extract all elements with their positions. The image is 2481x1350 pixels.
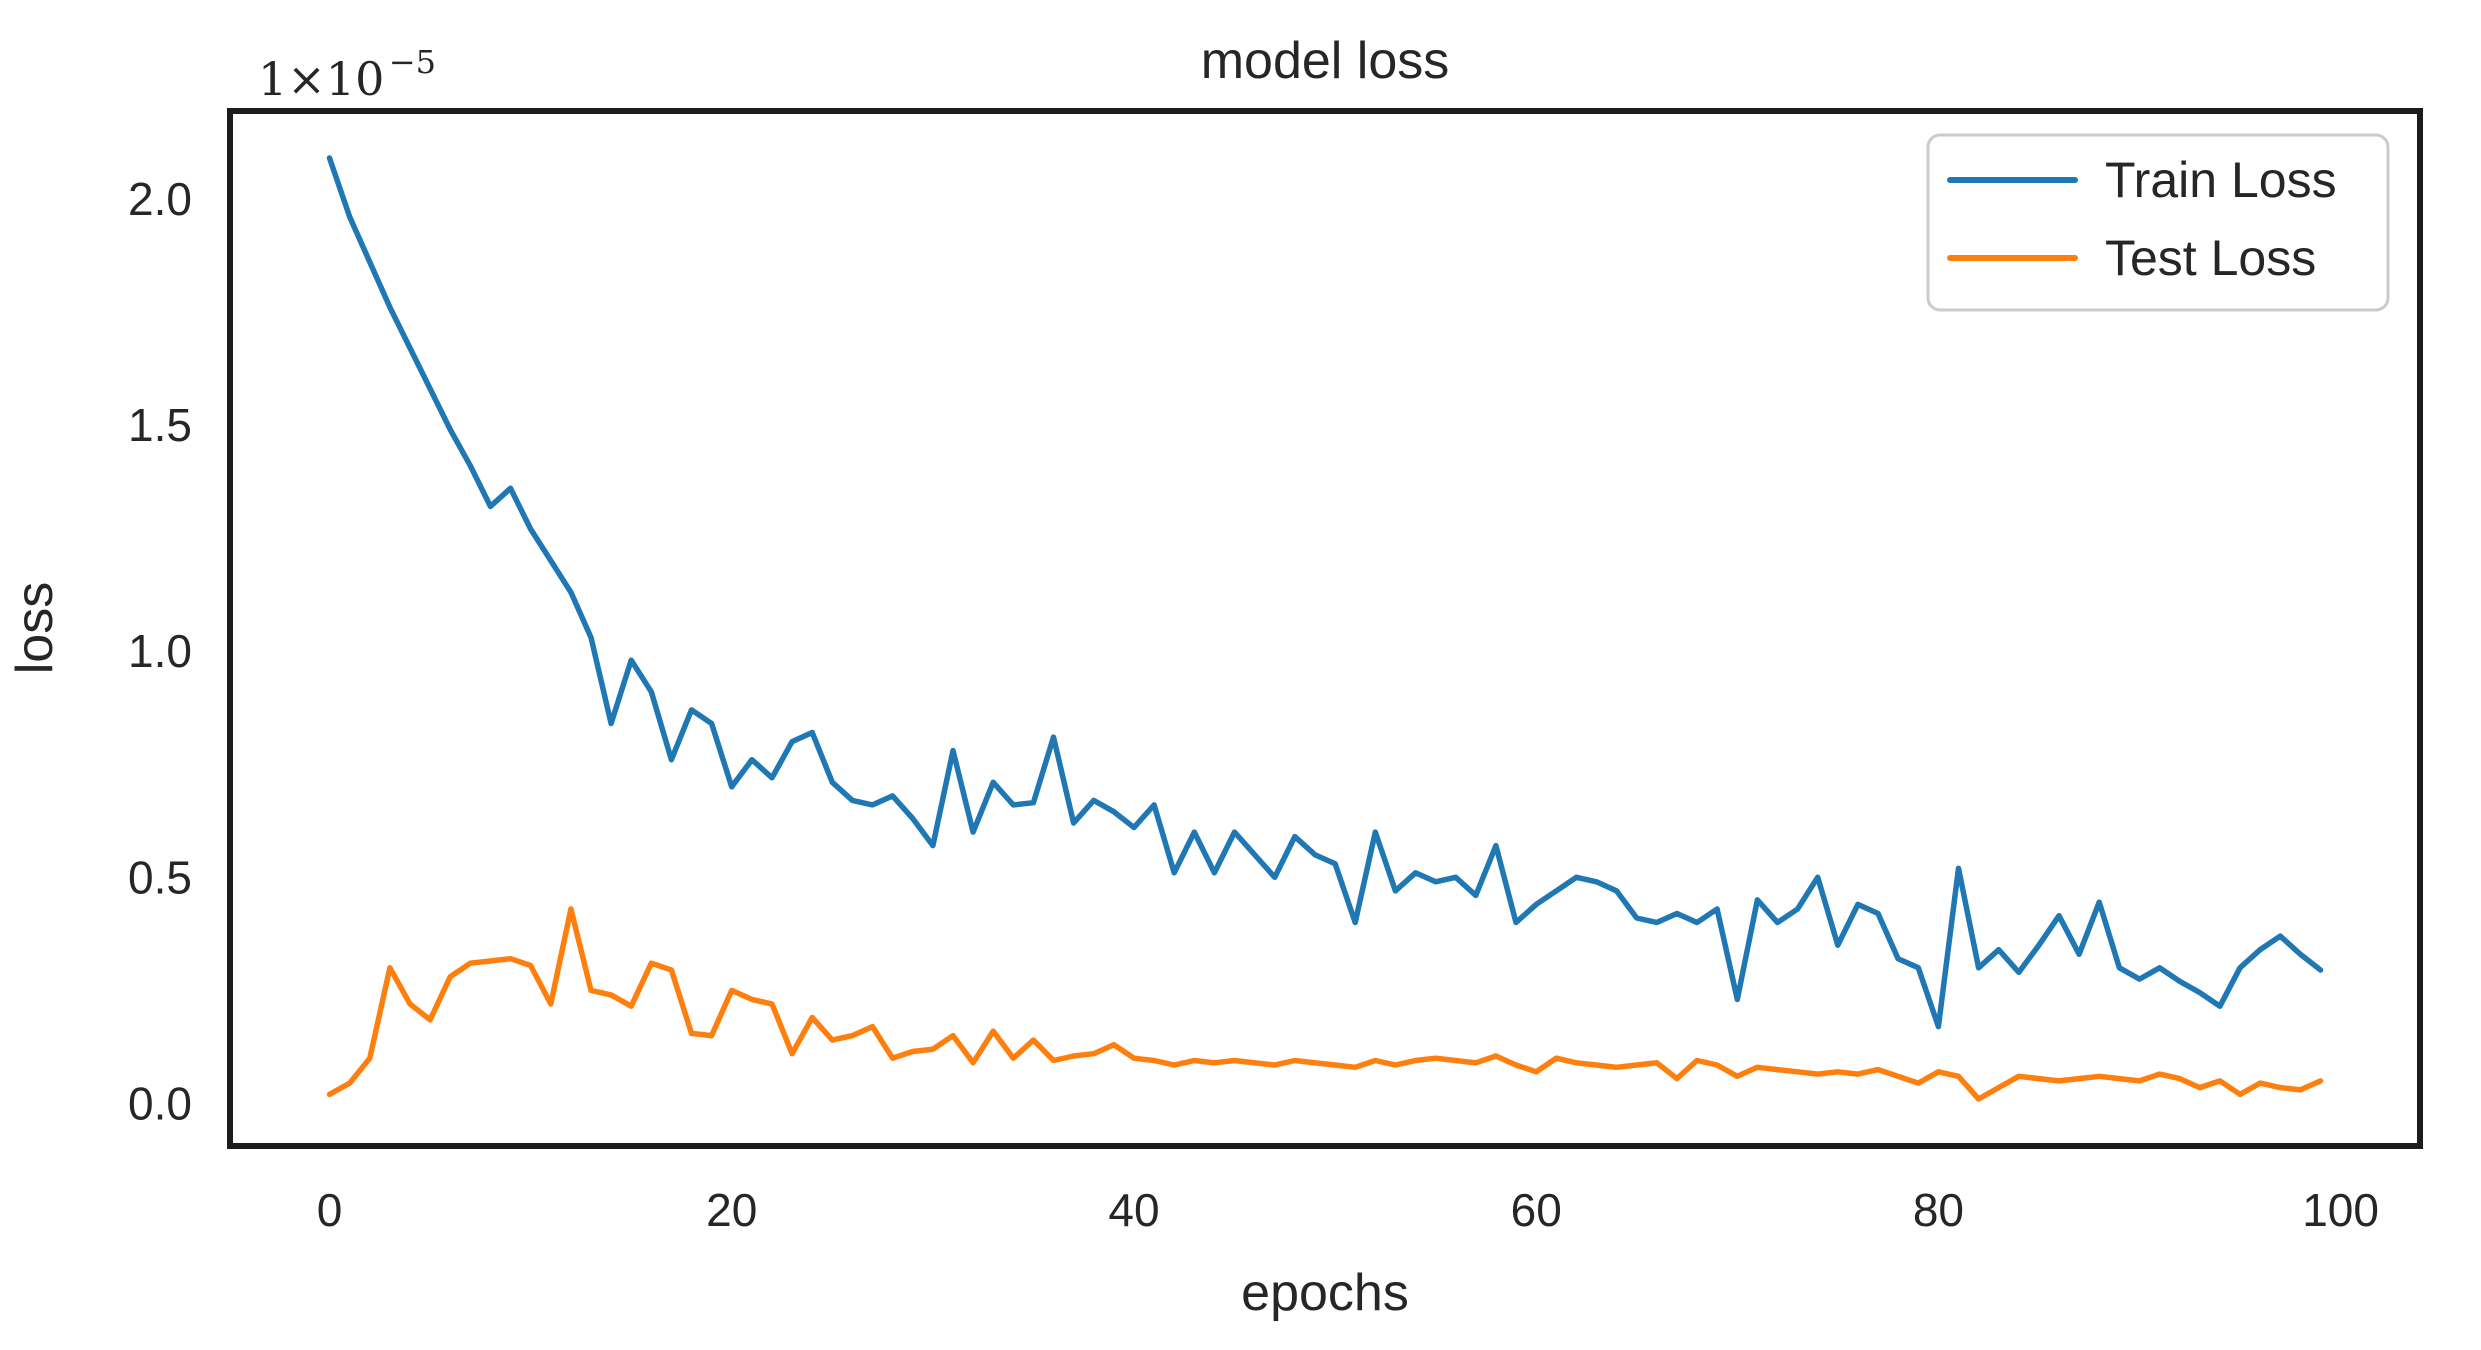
y-axis-ticks: 0.0 0.5 1.0 1.5 2.0 — [128, 173, 192, 1130]
legend-train-loss-label: Train Loss — [2105, 152, 2337, 208]
y-tick-label: 0.5 — [128, 851, 192, 903]
x-axis-ticks: 0 20 40 60 80 100 — [317, 1184, 2379, 1236]
offset-exponent: −5 — [389, 43, 436, 81]
x-tick-label: 60 — [1511, 1184, 1562, 1236]
chart-title: model loss — [1201, 32, 1450, 90]
y-axis-offset-text: 1×10 −5 — [258, 43, 436, 106]
y-tick-label: 1.0 — [128, 625, 192, 677]
y-tick-label: 1.5 — [128, 399, 192, 451]
series-group — [326, 155, 2324, 1102]
test-loss-line — [326, 906, 2324, 1102]
x-tick-label: 0 — [317, 1184, 343, 1236]
plot-border — [227, 108, 2423, 1149]
y-axis-label: loss — [6, 582, 64, 674]
legend: Train Loss Test Loss — [1926, 133, 2390, 312]
x-tick-label: 80 — [1913, 1184, 1964, 1236]
legend-test-loss-label: Test Loss — [2105, 230, 2316, 286]
x-tick-label: 40 — [1108, 1184, 1159, 1236]
x-tick-label: 20 — [706, 1184, 757, 1236]
train-loss-line — [326, 155, 2324, 1030]
offset-mantissa: 1×10 — [258, 52, 384, 106]
y-tick-label: 2.0 — [128, 173, 192, 225]
x-tick-label: 100 — [2302, 1184, 2379, 1236]
y-tick-label: 0.0 — [128, 1078, 192, 1130]
x-axis-label: epochs — [1241, 1264, 1409, 1322]
